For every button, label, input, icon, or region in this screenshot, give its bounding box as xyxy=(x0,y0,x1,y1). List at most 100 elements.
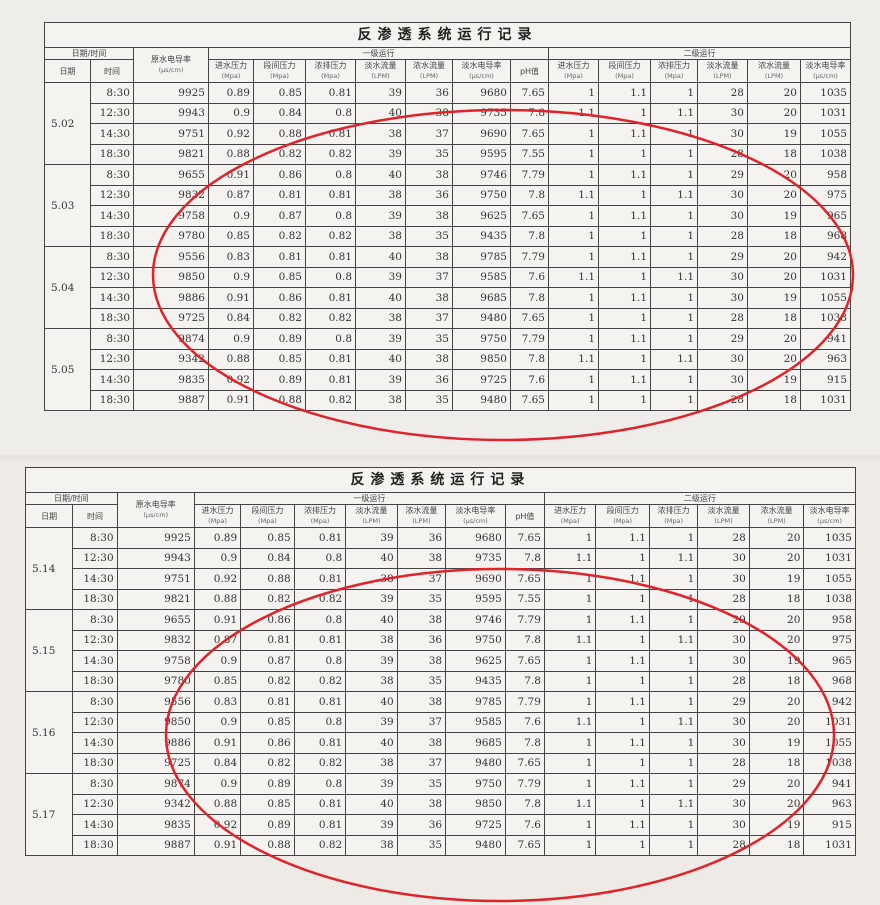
column-header: 段间压力 (Mpa) xyxy=(595,504,650,528)
header-label: 进水压力 xyxy=(554,506,587,515)
value-cell: 30 xyxy=(697,287,748,309)
value-cell: 0.8 xyxy=(305,205,356,227)
value-cell: 0.81 xyxy=(293,568,347,590)
value-cell: 36 xyxy=(405,82,453,104)
value-cell: 18 xyxy=(748,752,805,774)
value-cell: 1 xyxy=(595,670,650,692)
header-unit: (Mpa) xyxy=(613,517,633,525)
table-row: 12:30 9832 0.87 0.81 0.81 38 36 9750 7.8 1.1 1 1.1 3… xyxy=(45,184,851,206)
value-cell: 1 xyxy=(548,307,599,329)
header-unit: (LPM) xyxy=(764,72,784,80)
value-cell: 40 xyxy=(355,287,406,309)
value-cell: 0.89 xyxy=(253,369,306,391)
value-cell: 9725 xyxy=(133,307,209,329)
header-unit: (LPM) xyxy=(713,72,732,80)
value-cell: 20 xyxy=(748,711,805,733)
header-unit: (Mpa) xyxy=(615,72,634,80)
time-cell: 12:30 xyxy=(72,547,118,569)
value-cell: 942 xyxy=(800,246,851,268)
value-cell: 9925 xyxy=(116,527,195,549)
value-cell: 9850 xyxy=(133,266,209,288)
value-cell: 1.1 xyxy=(548,102,599,124)
value-cell: 0.84 xyxy=(240,547,295,569)
value-cell: 38 xyxy=(396,793,447,815)
value-cell: 915 xyxy=(803,814,856,836)
value-cell: 1 xyxy=(650,389,698,411)
value-cell: 1.1 xyxy=(543,793,597,815)
value-cell: 7.65 xyxy=(510,389,549,411)
value-cell: 9821 xyxy=(116,588,195,610)
header-label: 进水压力 xyxy=(201,506,234,515)
value-cell: 28 xyxy=(697,225,748,247)
value-cell: 7.8 xyxy=(510,184,549,206)
value-cell: 40 xyxy=(345,547,398,569)
header-unit: (Mpa) xyxy=(270,72,289,80)
value-cell: 1 xyxy=(648,732,699,754)
value-cell: 40 xyxy=(345,732,398,754)
value-cell: 38 xyxy=(405,102,453,124)
time-cell: 8:30 xyxy=(90,82,134,104)
value-cell: 0.92 xyxy=(208,123,254,145)
value-cell: 0.8 xyxy=(305,328,356,350)
value-cell: 9750 xyxy=(445,629,506,651)
value-cell: 9746 xyxy=(445,609,506,631)
value-cell: 29 xyxy=(697,328,748,350)
header-label: 淡水电导率 xyxy=(461,61,502,70)
header-unit: (Mpa) xyxy=(664,517,684,525)
value-cell: 9850 xyxy=(452,348,511,370)
value-cell: 1 xyxy=(648,568,699,590)
value-cell: 1.1 xyxy=(548,348,599,370)
column-header: 进水压力 (Mpa) xyxy=(193,504,242,528)
value-cell: 39 xyxy=(355,369,406,391)
value-cell: 7.8 xyxy=(504,629,545,651)
value-cell: 38 xyxy=(405,287,453,309)
time-cell: 12:30 xyxy=(72,629,118,651)
group-header-row: 日期/时间 原水电导率 (μs/cm) 一级运行 二级运行 xyxy=(44,47,851,83)
value-cell: 9655 xyxy=(133,164,209,186)
value-cell: 9735 xyxy=(445,547,506,569)
ro-log-table-1: 反渗透系统运行记录 日期/时间 原水电导率 (μs/cm) 一级运行 二级运行 日期 时间 进水… xyxy=(44,22,851,411)
value-cell: 20 xyxy=(748,773,805,795)
value-cell: 7.8 xyxy=(510,287,549,309)
value-cell: 9342 xyxy=(116,793,195,815)
value-cell: 37 xyxy=(405,307,453,329)
value-cell: 0.87 xyxy=(208,184,254,206)
header-unit: (LPM) xyxy=(412,517,431,525)
value-cell: 18 xyxy=(748,670,805,692)
time-cell: 8:30 xyxy=(72,527,118,549)
time-cell: 12:30 xyxy=(72,711,118,733)
value-cell: 7.8 xyxy=(510,225,549,247)
value-cell: 0.81 xyxy=(305,82,356,104)
value-cell: 0.82 xyxy=(293,588,347,610)
value-cell: 30 xyxy=(697,711,750,733)
time-cell: 14:30 xyxy=(72,650,118,672)
value-cell: 1 xyxy=(543,773,597,795)
value-cell: 1 xyxy=(595,711,650,733)
value-cell: 7.65 xyxy=(504,568,545,590)
value-cell: 9821 xyxy=(133,143,209,165)
value-cell: 0.84 xyxy=(208,307,254,329)
value-cell: 0.85 xyxy=(193,670,242,692)
value-cell: 968 xyxy=(803,670,856,692)
table-row: 18:30 9725 0.84 0.82 0.82 38 37 9480 7.65 1 1 1 28 18… xyxy=(26,752,856,774)
value-cell: 1.1 xyxy=(595,691,650,713)
header-label: 淡水流量 xyxy=(355,506,388,515)
value-cell: 37 xyxy=(396,711,447,733)
header-stage-1: 一级运行 xyxy=(208,47,549,60)
value-cell: 9925 xyxy=(133,82,209,104)
value-cell: 1.1 xyxy=(648,793,699,815)
value-cell: 39 xyxy=(345,650,398,672)
value-cell: 1 xyxy=(543,609,597,631)
value-cell: 19 xyxy=(747,205,801,227)
time-cell: 14:30 xyxy=(90,123,134,145)
date-cell: 5.16 xyxy=(24,691,74,774)
value-cell: 1035 xyxy=(803,527,856,549)
column-header: pH值 xyxy=(504,504,545,528)
value-cell: 0.9 xyxy=(193,773,242,795)
column-header: 进水压力 (Mpa) xyxy=(208,59,254,83)
value-cell: 1.1 xyxy=(595,527,650,549)
value-cell: 9785 xyxy=(452,246,511,268)
value-cell: 1038 xyxy=(800,143,851,165)
value-cell: 9750 xyxy=(452,328,511,350)
value-cell: 9595 xyxy=(452,143,511,165)
